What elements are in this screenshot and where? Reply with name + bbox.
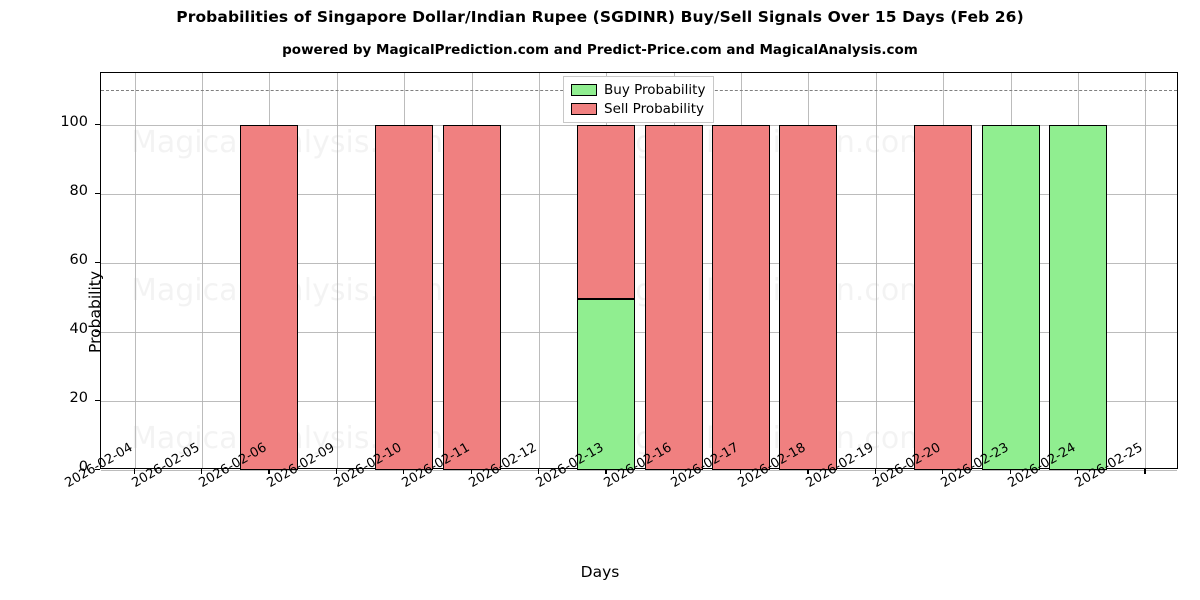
x-tick-mark <box>740 469 742 474</box>
bar-buy <box>577 299 636 470</box>
gridline-horizontal <box>101 331 1177 333</box>
y-axis-label: Probability <box>86 270 104 353</box>
bar-sell <box>577 124 636 300</box>
legend-item-sell: Sell Probability <box>571 101 705 117</box>
bar-sell <box>375 124 434 470</box>
x-tick-mark <box>807 469 809 474</box>
gridline-vertical <box>1145 73 1147 468</box>
y-tick-mark <box>95 192 100 195</box>
legend-swatch-buy-icon <box>571 84 597 96</box>
y-tick-mark <box>95 399 100 402</box>
bar-sell <box>712 124 771 470</box>
x-tick-mark <box>1009 469 1011 474</box>
y-tick-label: 20 <box>69 389 88 406</box>
bar-sell <box>779 124 838 470</box>
y-tick-label: 100 <box>60 113 88 130</box>
chart-title: Probabilities of Singapore Dollar/Indian… <box>176 8 1024 26</box>
x-tick-mark <box>874 469 877 474</box>
bar-sell <box>240 124 299 470</box>
gridline-vertical <box>134 73 136 468</box>
gridline-horizontal <box>101 124 1177 126</box>
x-tick-mark <box>605 469 607 474</box>
x-tick-mark <box>335 469 338 474</box>
x-tick-mark <box>268 469 270 474</box>
legend-label-sell: Sell Probability <box>604 101 705 117</box>
plot-area: MagicalAnalysis.comMagicalPrediction.com… <box>86 72 1178 471</box>
gridline-horizontal <box>101 400 1177 402</box>
legend-swatch-sell-icon <box>571 103 597 115</box>
x-tick-mark <box>1144 469 1146 474</box>
legend-label-buy: Buy Probability <box>604 82 706 98</box>
y-tick-label: 0 <box>78 459 88 475</box>
gridline-vertical <box>538 73 540 468</box>
bar-buy <box>1048 124 1107 470</box>
x-tick-mark <box>942 469 944 474</box>
x-tick-mark <box>201 469 203 474</box>
x-tick-mark <box>537 469 540 474</box>
y-tick-label: 60 <box>69 251 88 268</box>
gridline-horizontal <box>101 193 1177 195</box>
x-tick-mark <box>672 469 674 474</box>
x-tick-mark <box>133 469 135 474</box>
x-tick-mark <box>1076 469 1079 474</box>
bar-sell <box>442 124 501 470</box>
bar-sell <box>644 124 703 470</box>
chart-legend: Buy Probability Sell Probability <box>563 76 715 123</box>
gridline-horizontal <box>101 470 1177 471</box>
y-tick-mark <box>95 469 100 471</box>
gridline-vertical <box>202 73 204 468</box>
chart-subtitle: powered by MagicalPrediction.com and Pre… <box>282 42 918 58</box>
y-tick-label: 40 <box>69 320 88 337</box>
x-tick-mark <box>403 469 405 474</box>
x-tick-mark <box>470 469 472 474</box>
y-tick-mark <box>95 330 100 333</box>
gridline-horizontal <box>101 262 1177 264</box>
gridline-vertical <box>875 73 877 468</box>
bar-buy <box>981 124 1040 470</box>
y-tick-label: 80 <box>69 182 88 199</box>
x-axis-label: Days <box>580 563 620 581</box>
y-tick-mark <box>95 123 100 126</box>
y-tick-mark <box>95 261 100 264</box>
bar-layer <box>101 73 1177 470</box>
legend-item-buy: Buy Probability <box>571 82 705 98</box>
bar-sell <box>914 124 973 470</box>
gridline-vertical <box>336 73 338 468</box>
